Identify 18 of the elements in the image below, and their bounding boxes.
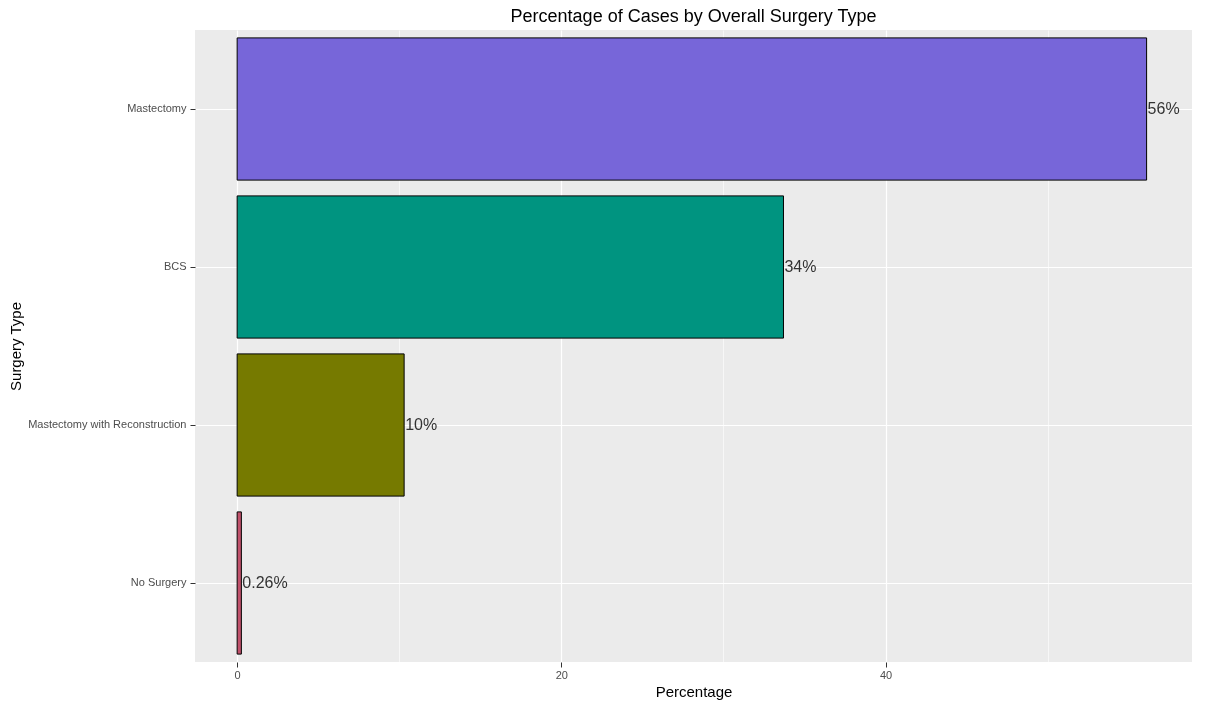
chart-title: Percentage of Cases by Overall Surgery Type (510, 6, 877, 26)
bar (236, 353, 405, 497)
data-label: 10% (405, 416, 438, 433)
x-tick-label: 40 (879, 668, 893, 681)
x-tick-label: 0 (234, 668, 241, 681)
bar (236, 511, 242, 655)
y-axis-title: Surgery Type (7, 302, 25, 391)
x-axis-title: Percentage (655, 682, 733, 700)
y-tick-label: Mastectomy (127, 102, 187, 114)
data-label: 0.26% (242, 574, 288, 591)
x-tick-label: 20 (555, 668, 568, 681)
data-label: 34% (784, 258, 817, 275)
data-label: 56% (1147, 100, 1180, 117)
y-tick-label: Mastectomy with Reconstruction (28, 418, 187, 430)
y-tick-label: BCS (163, 260, 187, 272)
y-tick-label: No Surgery (130, 576, 187, 588)
bar (236, 195, 784, 339)
bar (236, 37, 1148, 181)
